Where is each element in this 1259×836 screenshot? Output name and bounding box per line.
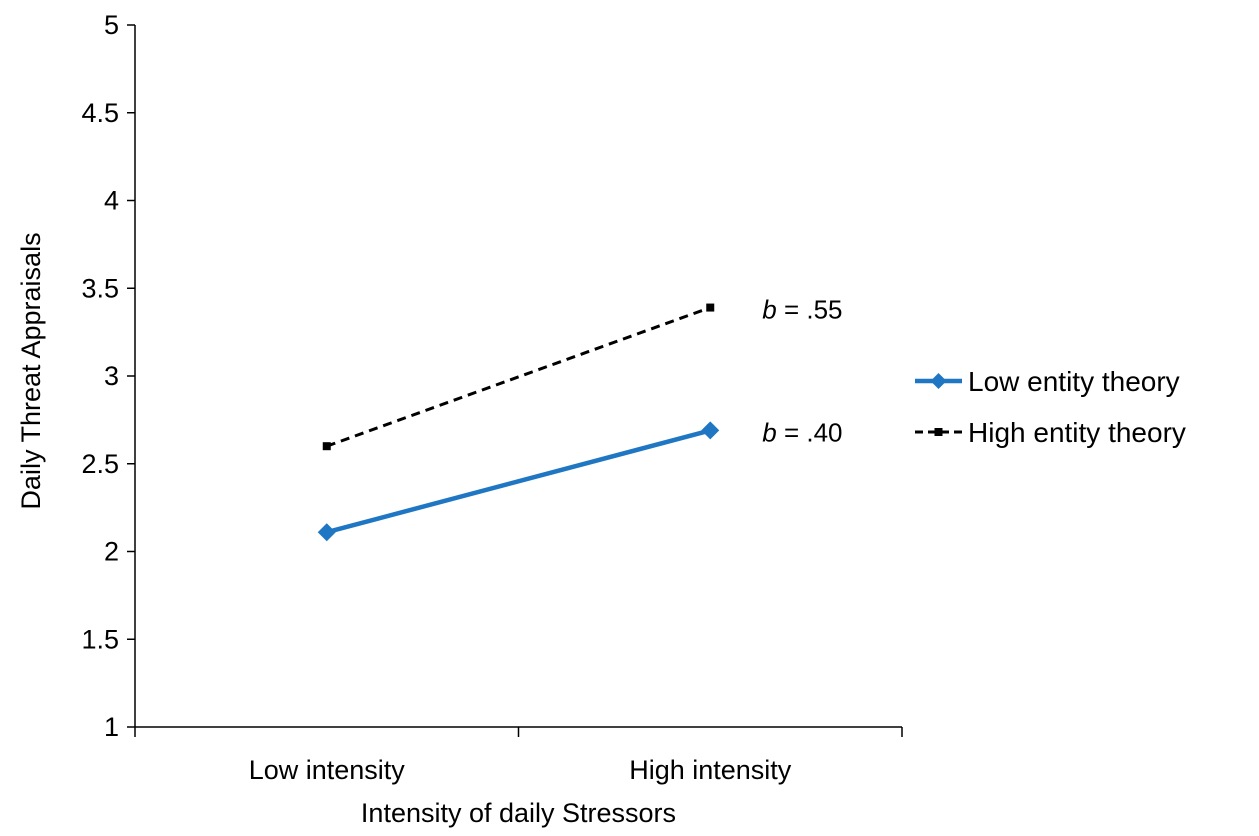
y-ticks: 1 1.5 2 2.5 3 3.5 4 4.5 5 [81,10,135,742]
axes [134,25,902,728]
y-tick-label: 1 [104,712,119,742]
legend-label: Low entity theory [968,366,1180,397]
series-line [326,428,711,535]
y-tick-label: 2 [104,537,119,567]
y-tick-label: 5 [104,10,119,40]
legend-label: High entity theory [968,417,1186,448]
slope-annotation: b = .55 [762,295,842,325]
annotations: b = .40 b = .55 [762,295,842,448]
y-tick-label: 3.5 [81,273,119,303]
legend: Low entity theory High entity theory [915,366,1186,448]
x-ticks: Low intensity High intensity [134,727,903,785]
legend-swatch-marker [930,373,947,389]
slope-annotation: b = .40 [762,417,842,447]
data-point [317,523,336,542]
y-tick-label: 3 [104,361,119,391]
x-axis-label: Intensity of daily Stressors [361,798,676,828]
y-tick-label: 1.5 [81,624,119,654]
series-layer [317,303,720,542]
legend-swatch-marker [934,428,943,436]
data-point [706,303,715,312]
x-tick-label: High intensity [629,755,792,785]
y-tick-label: 4 [104,186,119,216]
series-line [326,306,711,448]
y-axis-label: Daily Threat Appraisals [16,232,46,509]
data-point [322,442,331,451]
x-tick-label: Low intensity [249,755,406,785]
y-tick-label: 4.5 [81,98,119,128]
y-tick-label: 2.5 [81,449,119,479]
data-point [701,421,720,440]
